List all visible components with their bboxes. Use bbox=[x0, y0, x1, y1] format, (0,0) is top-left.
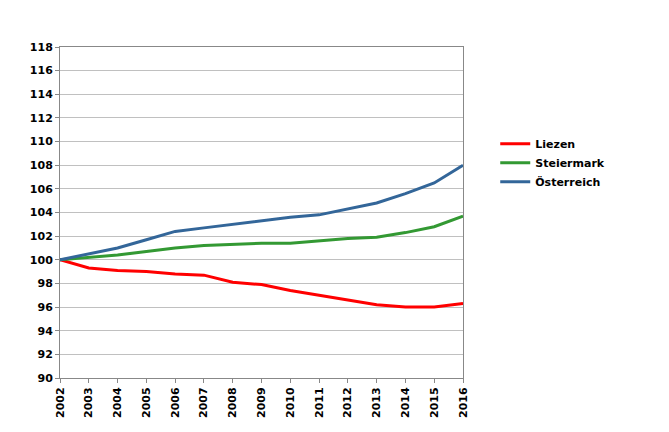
svg-text:116: 116 bbox=[30, 64, 53, 77]
svg-text:Liezen: Liezen bbox=[535, 138, 575, 151]
svg-text:2006: 2006 bbox=[169, 387, 182, 418]
svg-text:2015: 2015 bbox=[428, 387, 441, 418]
svg-text:110: 110 bbox=[30, 135, 53, 148]
svg-text:2007: 2007 bbox=[198, 387, 211, 418]
svg-text:2005: 2005 bbox=[140, 387, 153, 418]
svg-text:106: 106 bbox=[30, 183, 53, 196]
svg-text:2011: 2011 bbox=[313, 387, 326, 418]
svg-text:2013: 2013 bbox=[370, 387, 383, 418]
svg-text:94: 94 bbox=[37, 325, 53, 338]
svg-text:Steiermark: Steiermark bbox=[535, 157, 605, 170]
svg-text:2008: 2008 bbox=[226, 387, 239, 418]
svg-text:2004: 2004 bbox=[111, 387, 124, 418]
svg-text:Österreich: Österreich bbox=[535, 175, 600, 189]
svg-text:2014: 2014 bbox=[399, 387, 412, 418]
svg-text:2003: 2003 bbox=[82, 387, 95, 418]
svg-text:96: 96 bbox=[37, 301, 53, 314]
svg-text:100: 100 bbox=[30, 254, 53, 267]
svg-text:118: 118 bbox=[30, 41, 53, 54]
svg-text:2016: 2016 bbox=[457, 387, 470, 418]
svg-text:104: 104 bbox=[30, 206, 53, 219]
svg-text:2002: 2002 bbox=[54, 387, 67, 418]
svg-text:112: 112 bbox=[30, 112, 53, 125]
svg-text:102: 102 bbox=[30, 230, 53, 243]
svg-text:90: 90 bbox=[37, 372, 53, 385]
svg-text:98: 98 bbox=[37, 277, 52, 290]
svg-text:114: 114 bbox=[30, 88, 53, 101]
svg-text:2010: 2010 bbox=[284, 387, 297, 418]
svg-text:92: 92 bbox=[37, 348, 52, 361]
svg-text:2012: 2012 bbox=[341, 387, 354, 418]
svg-text:2009: 2009 bbox=[255, 387, 268, 418]
svg-text:108: 108 bbox=[30, 159, 53, 172]
